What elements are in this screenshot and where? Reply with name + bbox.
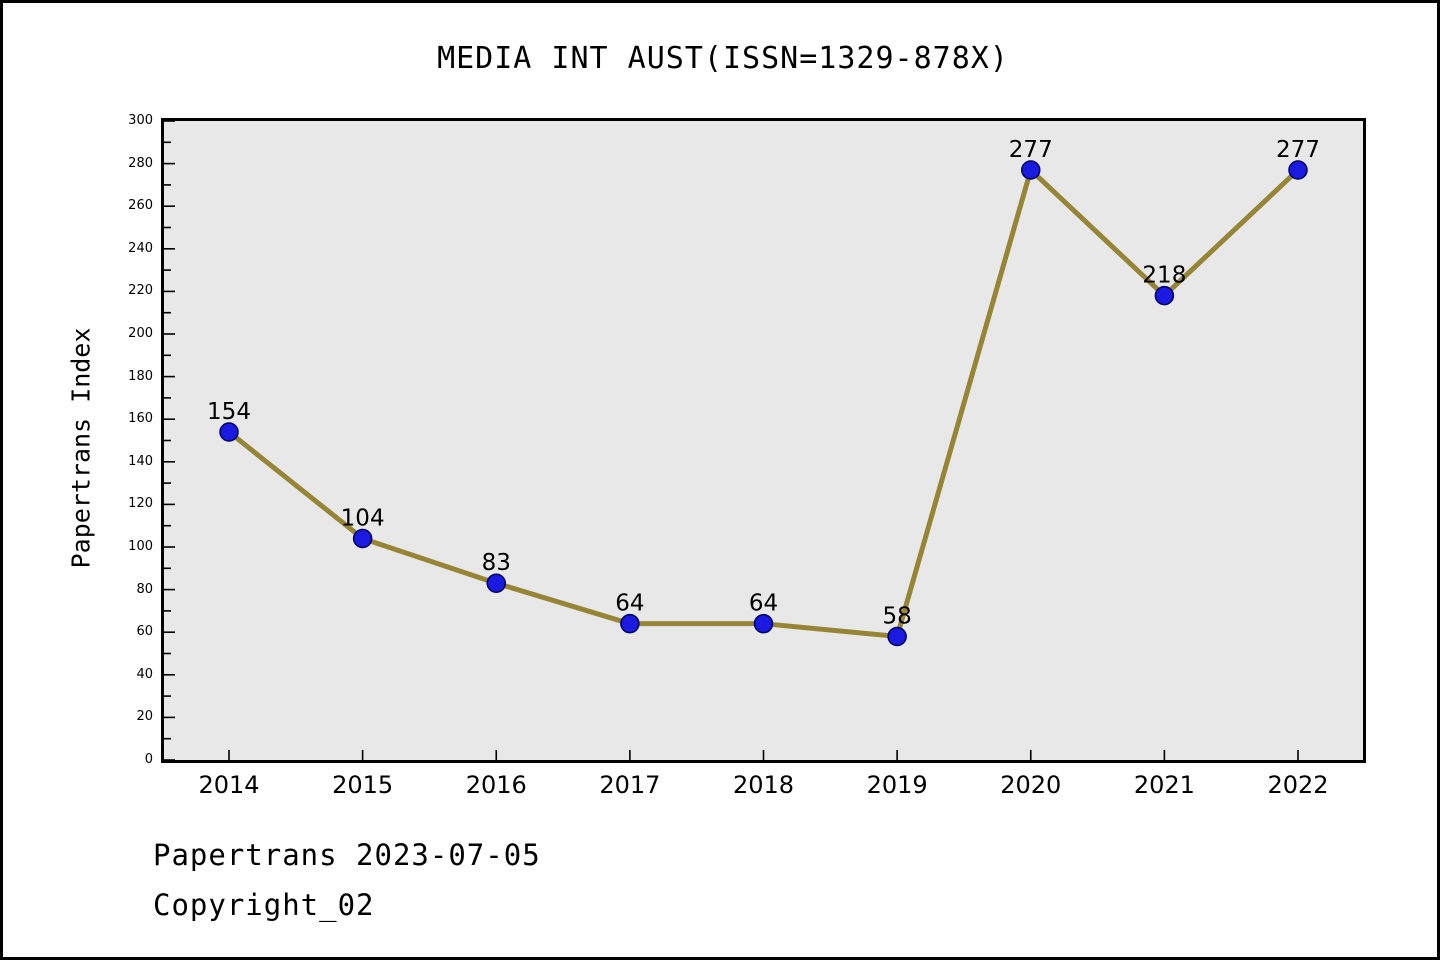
footer-copyright: Copyright_02 [153,888,375,922]
y-axis-label: Papertrans Index [66,327,96,569]
y-tick-label: 40 [136,666,153,682]
x-tick-label: 2018 [732,771,795,799]
data-point [486,573,506,593]
data-point [1021,160,1041,180]
data-point-label: 58 [882,603,911,629]
y-tick-label: 200 [128,326,153,341]
y-tick-label: 240 [128,240,153,256]
footer-date: Papertrans 2023-07-05 [153,838,541,872]
data-point [1154,285,1175,306]
x-tick-label: 2022 [1267,771,1329,799]
y-tick-label: 180 [128,368,153,384]
data-point [1288,160,1308,180]
plot-area: 154 104 83 64 64 58 277 218 277 [161,118,1366,763]
data-point-label: 218 [1142,263,1186,289]
data-point [352,528,373,549]
chart-title: MEDIA INT AUST(ISSN=1329-878X) [437,41,1009,76]
y-tick-label: 280 [128,155,153,171]
data-point-label: 83 [482,550,511,576]
y-tick-label: 140 [128,453,153,469]
y-tick-label: 300 [128,113,153,128]
data-point-label: 277 [1276,137,1320,163]
x-tick-label: 2020 [1000,771,1062,799]
y-tick-label: 160 [128,411,153,427]
x-tick-label: 2015 [332,771,394,799]
data-point [753,613,774,634]
y-tick-label: 0 [144,752,153,767]
data-point [219,422,239,442]
y-tick-label: 120 [128,496,153,512]
y-tick-label: 20 [136,709,153,725]
x-tick-label: 2019 [866,771,928,799]
x-tick-label: 2016 [465,771,527,799]
data-point-label: 64 [615,591,644,617]
series-line [226,167,1301,639]
data-point-label: 104 [341,505,385,531]
data-point [620,613,640,634]
x-tick-label: 2014 [198,771,260,799]
x-tick-label: 2017 [599,771,661,799]
y-tick-label: 80 [136,581,153,597]
data-point-label: 64 [749,591,778,617]
data-point [887,626,907,647]
y-tick-label: 260 [128,198,153,214]
x-tick-label: 2021 [1133,771,1195,799]
data-point-label: 277 [1009,137,1053,163]
data-point-label: 154 [207,399,251,425]
y-tick-label: 60 [136,624,153,640]
y-tick-label: 220 [128,283,153,299]
y-tick-label: 100 [128,539,153,554]
plot-svg: 154 104 83 64 64 58 277 218 277 [164,121,1320,760]
